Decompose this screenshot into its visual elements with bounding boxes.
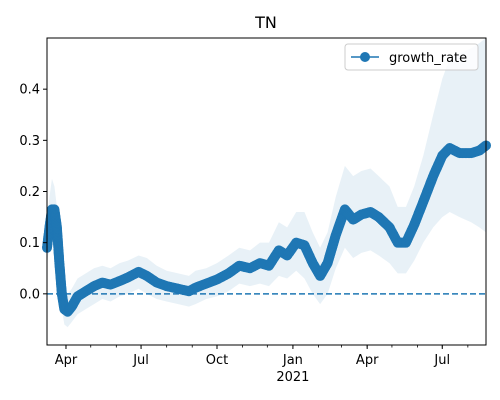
x-axis: Apr Jul Oct Jan 2021 Apr Jul: [55, 345, 469, 385]
x-tick-year-label: 2021: [276, 370, 309, 385]
legend-box: [344, 43, 479, 71]
y-tick-label: 0.3: [19, 134, 40, 149]
chart-title: TN: [254, 13, 277, 32]
x-tick-label: Oct: [206, 353, 228, 368]
x-tick-label: Jul: [433, 353, 450, 368]
y-tick-label: 0.1: [19, 236, 40, 251]
y-tick-label: 0.0: [19, 287, 40, 302]
legend-label: growth_rate: [389, 51, 467, 66]
y-tick-label: 0.4: [19, 83, 40, 98]
y-tick-label: 0.2: [19, 185, 40, 200]
y-axis: 0.0 0.1 0.2 0.3 0.4: [19, 83, 47, 302]
x-tick-label: Jul: [132, 353, 149, 368]
plot-area: [42, 37, 491, 346]
x-tick-label: Apr: [55, 353, 78, 368]
x-tick-label: Jan: [282, 353, 303, 368]
x-tick-label: Apr: [356, 353, 379, 368]
legend: growth_rate: [344, 43, 479, 71]
legend-marker-swatch: [360, 52, 370, 62]
